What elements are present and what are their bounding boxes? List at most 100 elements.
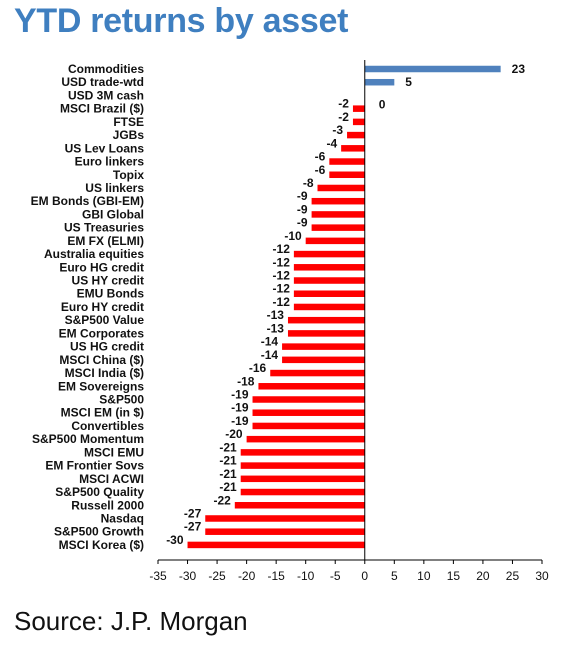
category-label: Euro HY credit (61, 300, 144, 314)
category-label: Euro HG credit (59, 260, 144, 274)
bar (252, 422, 365, 430)
category-label: S&P500 Momentum (32, 432, 144, 446)
bar (311, 197, 365, 205)
value-label: -19 (231, 401, 249, 415)
value-label: -22 (213, 493, 231, 507)
source-note: Source: J.P. Morgan (14, 606, 248, 636)
value-label: -21 (219, 467, 237, 481)
value-label: -12 (273, 242, 291, 256)
bar (205, 515, 365, 522)
category-label: Convertibles (71, 419, 144, 433)
bar (293, 290, 365, 297)
category-label: S&P500 (99, 393, 144, 407)
value-label: 23 (512, 62, 526, 76)
bars-group (187, 65, 501, 549)
x-tick-label: 0 (361, 569, 368, 583)
value-label: -12 (273, 295, 291, 309)
category-label: US HG credit (70, 340, 144, 354)
category-label: MSCI ACWI (79, 472, 144, 486)
value-label: -14 (261, 348, 279, 362)
bar (282, 356, 365, 364)
bar (252, 409, 365, 416)
category-label: Euro linkers (75, 155, 145, 169)
bar (352, 105, 365, 112)
value-label: -8 (303, 176, 314, 190)
bar (240, 449, 365, 456)
category-label: MSCI China ($) (59, 353, 144, 367)
bar (341, 145, 365, 152)
value-label: -2 (338, 97, 349, 111)
bar (311, 211, 365, 218)
value-label: -18 (237, 374, 255, 388)
x-tick-label: 30 (535, 569, 549, 583)
category-label: S&P500 Growth (54, 525, 144, 539)
value-label: -3 (332, 123, 343, 137)
bar (293, 303, 365, 311)
value-label: -21 (219, 454, 237, 468)
value-label: -6 (315, 163, 326, 177)
bar (293, 277, 365, 284)
category-label: US Lev Loans (65, 141, 145, 155)
value-label: -9 (297, 202, 308, 216)
category-label: EM Frontier Sovs (45, 459, 144, 473)
value-label: 0 (379, 97, 386, 111)
bar (347, 131, 365, 139)
bar (258, 383, 365, 390)
x-tick-label: -25 (208, 569, 226, 583)
value-label: 5 (405, 75, 412, 89)
bar (287, 330, 365, 337)
value-label: -27 (184, 506, 202, 520)
category-label: EM Corporates (59, 326, 145, 340)
bar (364, 65, 501, 73)
value-label: -20 (225, 427, 243, 441)
bar (329, 171, 365, 179)
value-label: -9 (297, 216, 308, 230)
x-tick-label: 20 (476, 569, 490, 583)
category-label: EM Bonds (GBI-EM) (31, 194, 144, 208)
value-label: -27 (184, 520, 202, 534)
value-label: -12 (273, 255, 291, 269)
category-label: JGBs (113, 128, 145, 142)
value-label: -10 (284, 229, 302, 243)
category-label: US linkers (85, 181, 144, 195)
value-label: -12 (273, 269, 291, 283)
x-tick-label: 5 (391, 569, 398, 583)
bar (293, 264, 365, 271)
category-label: MSCI Korea ($) (59, 538, 144, 552)
value-label: -21 (219, 480, 237, 494)
x-tick-label: 10 (417, 569, 431, 583)
value-label: -6 (315, 150, 326, 164)
bar (364, 78, 395, 86)
x-tick-label: -15 (267, 569, 285, 583)
category-label: US HY credit (72, 274, 144, 288)
value-label: -19 (231, 388, 249, 402)
value-label: -21 (219, 440, 237, 454)
category-label: S&P500 Quality (55, 485, 144, 499)
x-tick-label: 25 (506, 569, 520, 583)
bar (270, 369, 365, 377)
bar (282, 343, 365, 350)
bar (305, 237, 365, 245)
category-label: MSCI India ($) (65, 366, 144, 380)
bar (311, 224, 365, 231)
category-label: MSCI Brazil ($) (60, 102, 144, 116)
category-label: USD trade-wtd (61, 75, 144, 89)
bar (329, 158, 365, 165)
x-tick-label: -5 (330, 569, 341, 583)
value-label: -14 (261, 335, 279, 349)
value-label: -2 (338, 110, 349, 124)
bar (240, 488, 365, 496)
category-label: Topix (113, 168, 144, 182)
bar (187, 541, 365, 549)
value-label: -30 (166, 533, 184, 547)
category-label: MSCI EM (in $) (61, 406, 144, 420)
category-label: FTSE (113, 115, 144, 129)
category-label: Russell 2000 (71, 498, 144, 512)
x-tick-label: -20 (238, 569, 256, 583)
value-label: -19 (231, 414, 249, 428)
value-label: -16 (249, 361, 267, 375)
bar (240, 475, 365, 483)
category-label: Nasdaq (101, 511, 144, 525)
